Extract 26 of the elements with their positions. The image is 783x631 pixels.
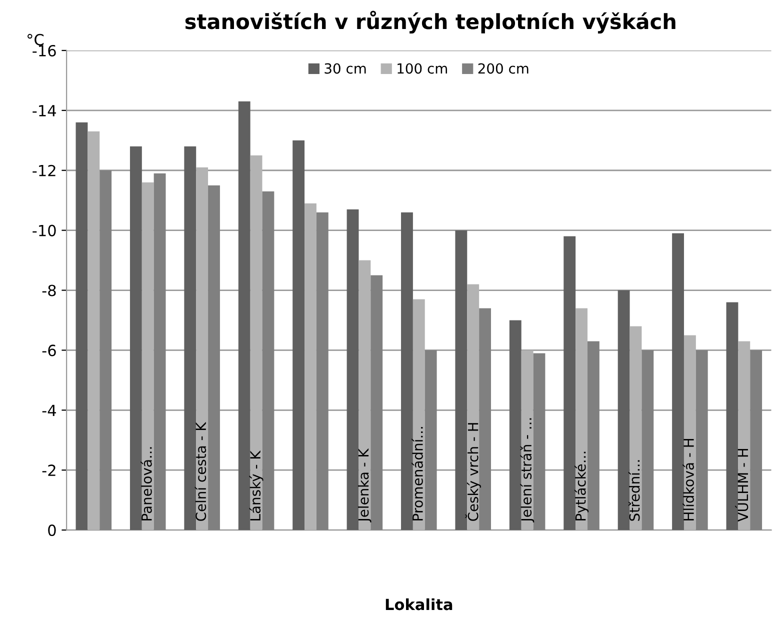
- x-tick-label: Český vrch - H: [465, 423, 481, 521]
- x-tick-label: Hlídková - H: [682, 439, 694, 520]
- x-tick-label: Panelová...: [140, 447, 152, 520]
- chart-title: stanovištích v různých teplotních výškách: [185, 10, 676, 34]
- legend-label: 100 cm: [398, 63, 447, 74]
- y-tick-label: -6: [42, 344, 56, 356]
- y-tick-label: -10: [32, 224, 56, 236]
- x-tick-label: Střední...: [628, 460, 640, 521]
- x-tick-label: Jelenka - K: [358, 448, 372, 522]
- x-tick-label: VÚLHM - H: [735, 448, 748, 522]
- x-tick-label: Lánský - K: [249, 450, 264, 520]
- y-tick-label: -4: [42, 404, 56, 416]
- x-tick-label: Celní cesta - K: [194, 422, 206, 521]
- y-tick-label: -2: [42, 464, 56, 476]
- x-tick-label: Promenádní...: [412, 427, 423, 520]
- y-tick-label: 0: [48, 524, 56, 536]
- y-tick-label: -16: [32, 44, 56, 56]
- y-tick-label: -12: [32, 164, 56, 176]
- y-tick-label: -8: [42, 284, 56, 296]
- legend-label: 30 cm: [324, 63, 366, 74]
- y-axis-title: °C: [28, 34, 44, 46]
- x-tick-label: Pytlácké...: [574, 452, 589, 520]
- legend-label: 200 cm: [478, 63, 528, 74]
- y-tick-label: -14: [32, 105, 56, 116]
- x-axis-title: Lokalita: [386, 598, 452, 610]
- x-tick-label: Jelení stráň - ...: [520, 418, 534, 522]
